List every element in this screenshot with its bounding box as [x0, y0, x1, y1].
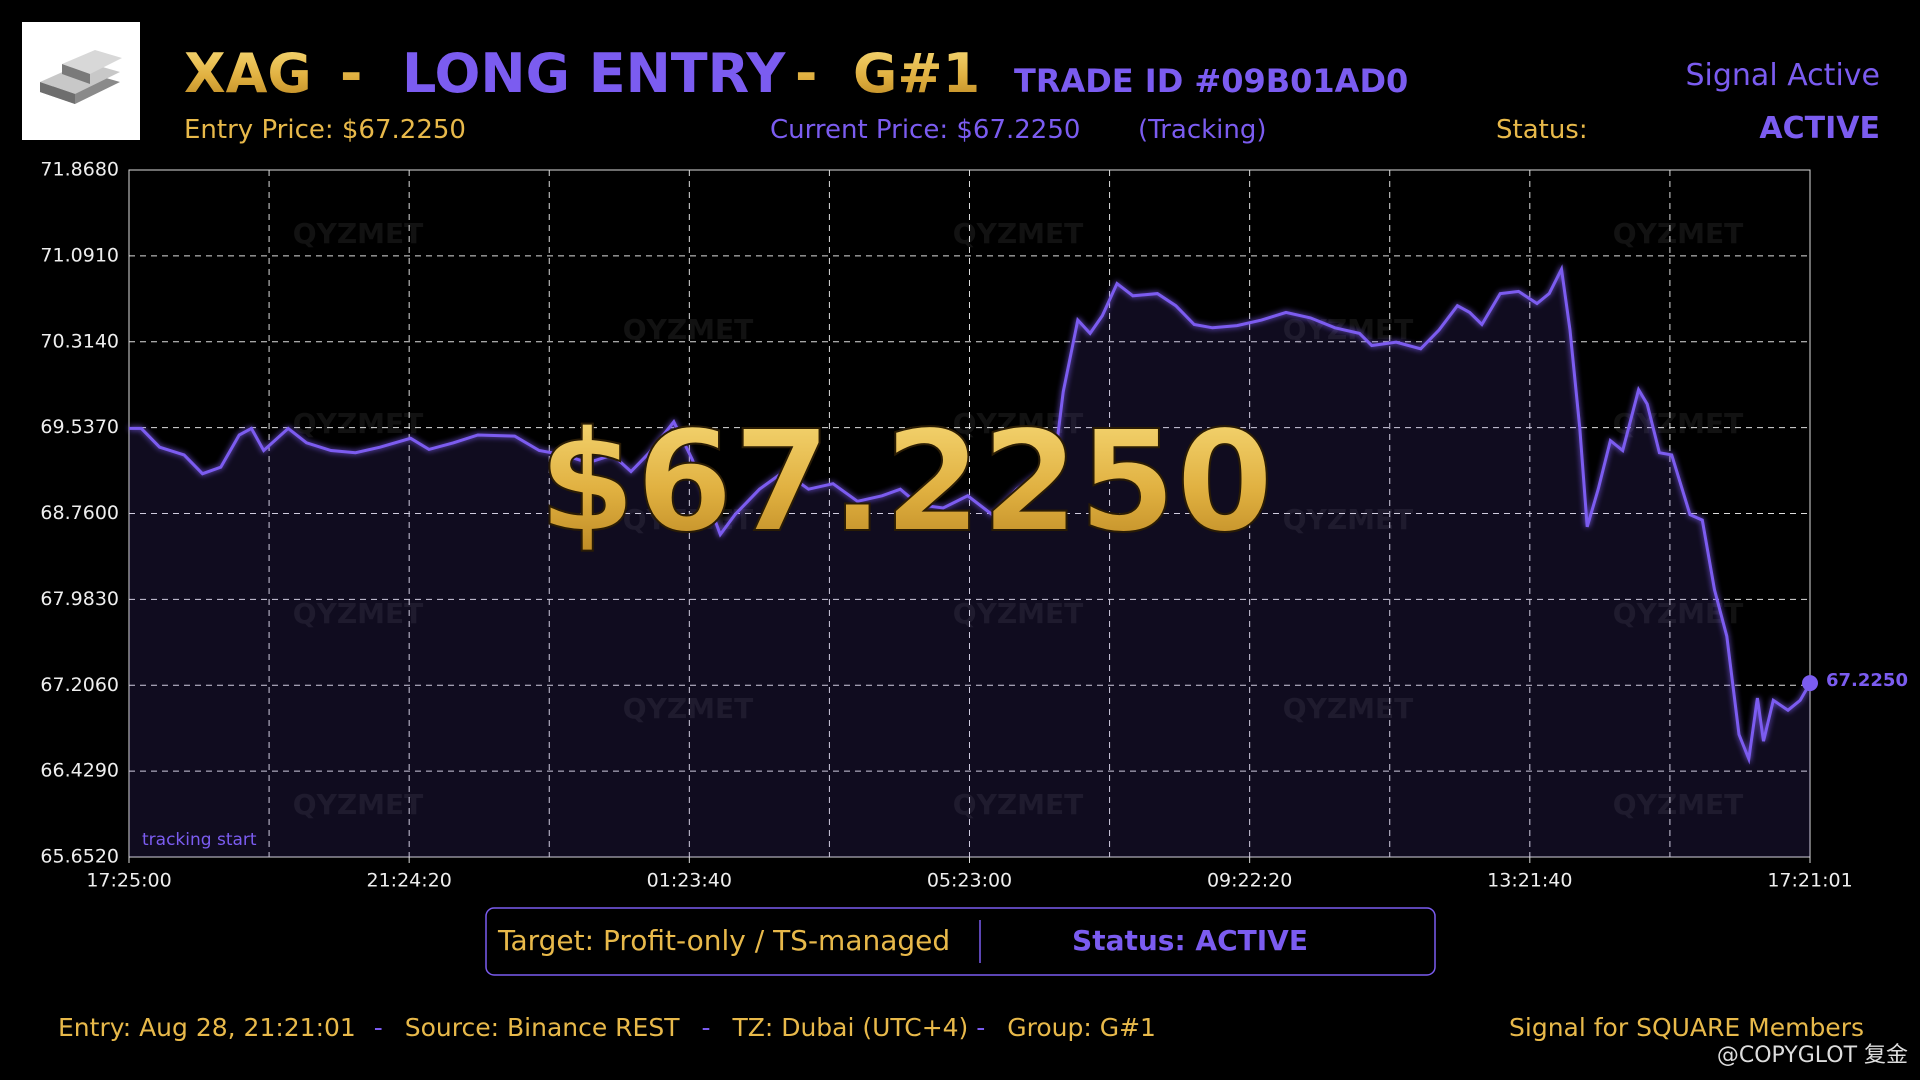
chart-watermark: QYZMET	[1283, 692, 1413, 725]
end-label: 67.2250	[1826, 670, 1908, 691]
status-label: Status:	[1496, 115, 1588, 145]
chart-watermark: QYZMET	[293, 407, 423, 440]
chart-watermark: QYZMET	[1613, 407, 1743, 440]
y-tick-label: 69.5370	[40, 416, 119, 438]
y-tick-label: 71.0910	[40, 244, 119, 266]
x-tick-label: 09:22:20	[1207, 870, 1292, 892]
x-tick-label: 01:23:40	[647, 870, 732, 892]
chart-watermark: QYZMET	[953, 217, 1083, 250]
separator: -	[976, 1013, 985, 1042]
y-tick-label: 65.6520	[40, 846, 119, 868]
box-status: Status: ACTIVE	[1072, 924, 1308, 957]
chart-watermark: QYZMET	[953, 597, 1083, 630]
x-tick-label: 13:21:40	[1487, 870, 1572, 892]
separator: -	[374, 1013, 383, 1042]
price-line	[129, 264, 1812, 765]
source: Source: Binance REST	[405, 1013, 680, 1042]
trade-id: TRADE ID #09B01AD0	[1014, 62, 1408, 100]
area-fill	[129, 269, 1810, 857]
target: Target: Profit-only / TS-managed	[497, 924, 950, 957]
symbol: XAG	[184, 42, 312, 105]
title: XAG - LONG ENTRY - G#1	[184, 42, 980, 105]
chart-watermark: QYZMET	[293, 788, 423, 821]
chart-watermark: QYZMET	[623, 313, 753, 346]
chart-watermark: QYZMET	[293, 217, 423, 250]
y-tick-label: 66.4290	[40, 760, 119, 782]
chart-watermark: QYZMET	[953, 788, 1083, 821]
y-tick-label: 71.8680	[40, 159, 119, 181]
chart: QYZMET QYZMET QYZMET QYZMET QYZMET QYZMET QYZM…	[40, 159, 1908, 892]
last-point	[1802, 675, 1818, 692]
annotation: tracking start	[142, 830, 257, 850]
group: Group: G#1	[1007, 1013, 1156, 1042]
x-tick-label: 17:21:01	[1767, 870, 1852, 892]
y-tick-label: 67.2060	[40, 674, 119, 696]
watermark: @COPYGLOT 复金	[1717, 1043, 1908, 1068]
status-value: ACTIVE	[1759, 111, 1880, 146]
x-tick-label: 17:25:00	[86, 870, 171, 892]
separator: -	[795, 42, 817, 105]
info-box	[485, 907, 1436, 976]
separator: -	[340, 42, 362, 105]
chart-watermark: QYZMET	[1613, 788, 1743, 821]
y-tick-label: 68.7600	[40, 502, 119, 524]
x-tick-label: 05:23:00	[927, 870, 1012, 892]
entry-price: Entry Price: $67.2250	[184, 115, 466, 145]
x-tick-label: 21:24:20	[366, 870, 451, 892]
big-price: $67.2250	[538, 401, 1273, 564]
signal-status: Signal Active	[1686, 58, 1881, 93]
chart-watermark: QYZMET	[293, 597, 423, 630]
entry: Entry: Aug 28, 21:21:01	[58, 1013, 356, 1042]
chart-watermark: QYZMET	[1283, 503, 1413, 536]
y-tick-label: 70.3140	[40, 330, 119, 352]
chart-watermark: QYZMET	[623, 692, 753, 725]
tz: TZ: Dubai (UTC+4)	[731, 1013, 968, 1042]
chart-watermark: QYZMET	[1613, 217, 1743, 250]
y-tick-label: 67.9830	[40, 588, 119, 610]
footer-info: Entry: Aug 28, 21:21:01 - Source: Binanc…	[58, 1013, 1156, 1042]
tracking: (Tracking)	[1138, 115, 1267, 145]
members: Signal for SQUARE Members	[1509, 1013, 1864, 1042]
group: G#1	[853, 42, 980, 105]
current-price: Current Price: $67.2250	[770, 115, 1080, 145]
logo	[22, 22, 140, 140]
side: LONG ENTRY	[402, 42, 786, 105]
separator: -	[701, 1013, 710, 1042]
